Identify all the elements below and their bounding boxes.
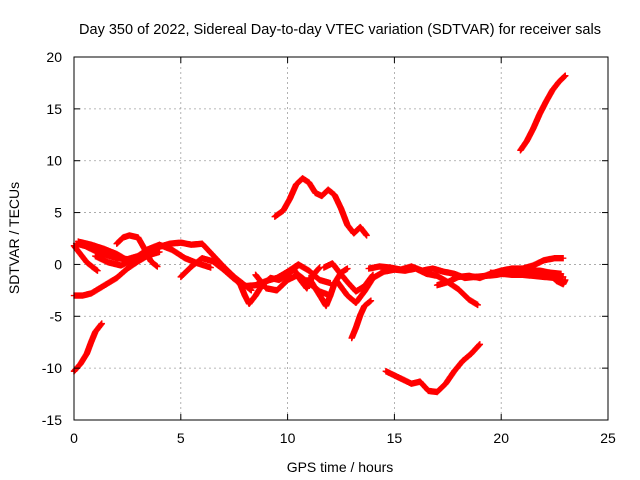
data-point-markers (231, 264, 300, 308)
data-point-markers (547, 271, 569, 288)
x-axis: 0 5 10 15 20 25 (70, 57, 616, 446)
data-point-markers (348, 297, 375, 342)
x-tick-label: 15 (387, 430, 403, 446)
series-trace-22 (517, 72, 569, 154)
y-tick-label: 15 (46, 101, 62, 117)
series-trace-9 (231, 264, 300, 308)
x-tick-label: 25 (600, 430, 616, 446)
data-point-markers (333, 265, 481, 309)
y-tick-label: 10 (46, 153, 62, 169)
y-axis: -15 -10 -5 0 5 10 15 20 (42, 49, 608, 428)
series-trace-20 (348, 297, 375, 342)
y-tick-label: 0 (54, 256, 62, 272)
grid-lines (74, 57, 608, 420)
x-tick-label: 20 (493, 430, 509, 446)
y-axis-label: SDTVAR / TECUs (6, 182, 22, 294)
y-tick-label: -5 (50, 308, 63, 324)
series-trace-1 (70, 320, 105, 375)
x-axis-label: GPS time / hours (287, 459, 394, 475)
series-trace-18 (547, 271, 569, 288)
x-tick-label: 5 (177, 430, 185, 446)
y-tick-label: 5 (54, 205, 62, 221)
chart-title: Day 350 of 2022, Sidereal Day-to-day VTE… (79, 22, 601, 38)
data-point-markers (517, 72, 569, 154)
plot-frame (73, 56, 609, 421)
y-tick-label: -10 (42, 360, 62, 376)
y-tick-label: -15 (42, 412, 62, 428)
x-tick-label: 0 (70, 430, 78, 446)
series-trace-19 (271, 175, 370, 239)
data-point-markers (382, 341, 484, 396)
y-tick-label: 20 (46, 49, 62, 65)
series-trace-14 (333, 265, 481, 309)
data-point-markers (271, 175, 370, 239)
plot-area (70, 72, 569, 396)
series-trace-21 (382, 341, 484, 396)
data-point-markers (70, 320, 105, 375)
x-tick-label: 10 (280, 430, 296, 446)
